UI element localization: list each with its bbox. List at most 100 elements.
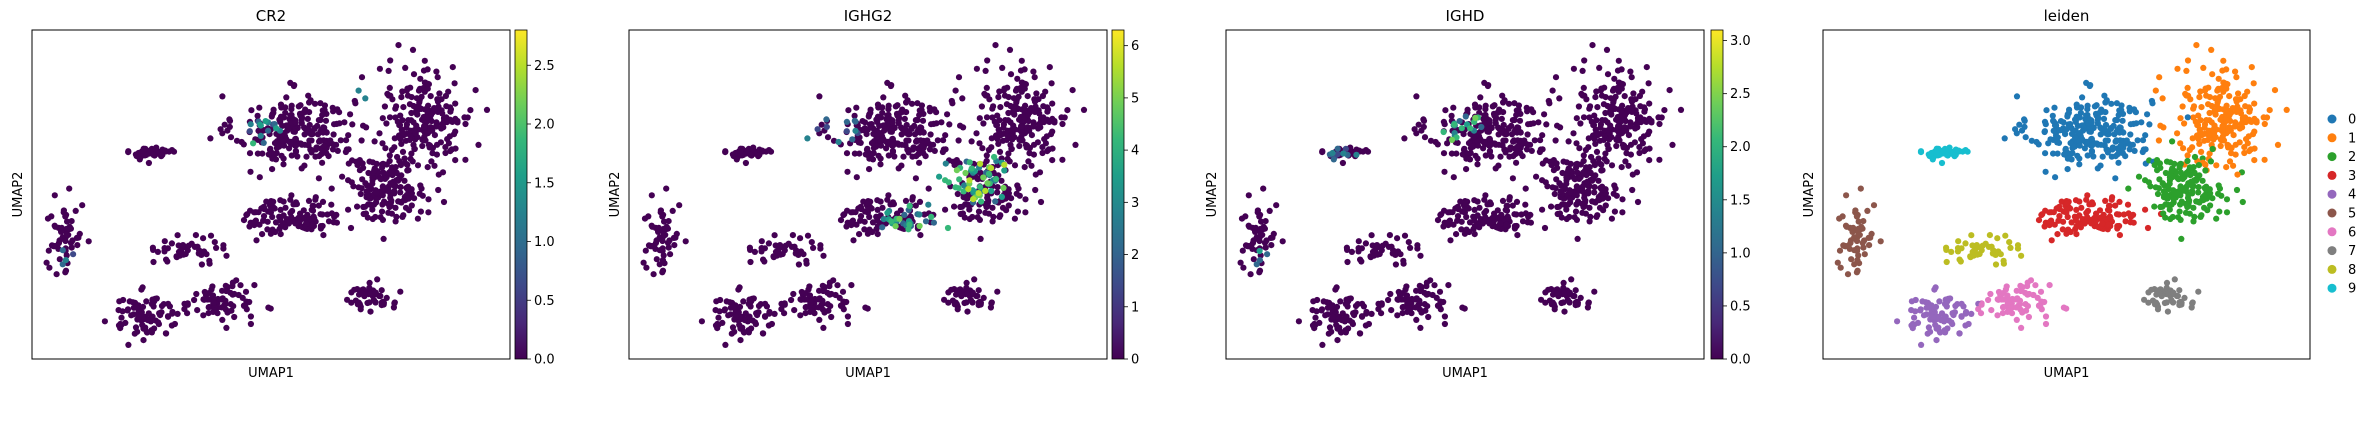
data-point bbox=[2056, 203, 2063, 210]
data-point bbox=[219, 316, 226, 323]
data-point bbox=[910, 144, 917, 151]
data-point bbox=[1570, 130, 1577, 137]
data-point bbox=[1954, 248, 1962, 255]
data-point bbox=[1557, 188, 1564, 195]
data-point bbox=[1423, 291, 1430, 298]
data-point bbox=[140, 148, 147, 155]
data-point bbox=[1955, 238, 1962, 245]
data-point bbox=[2177, 160, 2184, 167]
data-point bbox=[1630, 90, 1637, 97]
data-point bbox=[1463, 226, 1470, 233]
data-point bbox=[1925, 151, 1932, 158]
data-point bbox=[196, 247, 203, 254]
data-point bbox=[2025, 313, 2032, 321]
data-point bbox=[1623, 150, 1630, 157]
data-point bbox=[206, 260, 213, 267]
legend-label: 6 bbox=[2348, 225, 2356, 240]
data-point bbox=[1853, 213, 1860, 220]
data-point bbox=[452, 115, 459, 122]
data-point bbox=[983, 114, 991, 121]
data-point bbox=[1628, 108, 1635, 115]
data-point bbox=[66, 185, 73, 192]
data-point bbox=[211, 307, 218, 314]
legend-marker bbox=[2327, 264, 2337, 274]
data-point bbox=[1992, 261, 2000, 268]
data-point bbox=[1570, 65, 1577, 72]
data-point bbox=[1629, 171, 1636, 178]
data-point bbox=[1669, 141, 1676, 148]
data-point bbox=[895, 165, 902, 172]
data-point bbox=[1418, 127, 1425, 134]
data-point bbox=[682, 238, 689, 245]
data-point bbox=[977, 160, 984, 167]
data-point bbox=[1340, 150, 1347, 157]
data-point bbox=[733, 156, 740, 163]
data-point bbox=[376, 130, 383, 137]
data-point bbox=[2084, 214, 2091, 221]
data-point bbox=[1560, 279, 1567, 286]
data-point bbox=[2163, 284, 2170, 291]
data-point bbox=[2054, 150, 2061, 157]
data-point bbox=[1010, 110, 1018, 118]
data-point bbox=[1994, 312, 2001, 319]
data-point bbox=[1448, 112, 1455, 119]
data-point bbox=[1611, 182, 1618, 189]
data-point bbox=[1402, 286, 1409, 293]
data-point bbox=[2141, 296, 2148, 303]
data-point bbox=[1011, 134, 1018, 141]
data-point bbox=[2021, 117, 2028, 124]
data-point bbox=[1072, 141, 1079, 148]
data-point bbox=[1492, 120, 1499, 127]
data-point bbox=[1472, 152, 1479, 159]
data-point bbox=[374, 276, 381, 283]
data-point bbox=[1459, 304, 1466, 311]
data-point bbox=[2112, 202, 2119, 209]
data-point bbox=[330, 131, 337, 138]
data-point bbox=[1587, 170, 1594, 177]
data-point bbox=[1591, 184, 1598, 191]
data-point bbox=[648, 192, 655, 199]
data-point bbox=[902, 92, 909, 99]
data-point bbox=[158, 302, 166, 310]
legend-label: 8 bbox=[2348, 263, 2356, 278]
data-point bbox=[345, 206, 352, 213]
data-point bbox=[1471, 206, 1478, 213]
data-point bbox=[2190, 105, 2197, 112]
data-point bbox=[369, 180, 376, 187]
data-point bbox=[386, 114, 394, 121]
data-point bbox=[357, 306, 364, 313]
data-point bbox=[1605, 145, 1612, 153]
data-point bbox=[1329, 313, 1337, 320]
data-point bbox=[868, 121, 875, 128]
data-point bbox=[63, 231, 70, 238]
data-point bbox=[436, 90, 443, 97]
data-point bbox=[363, 188, 370, 195]
data-point bbox=[1986, 232, 1993, 239]
data-point bbox=[434, 98, 442, 105]
data-point bbox=[269, 226, 276, 233]
data-point bbox=[2160, 210, 2167, 217]
data-point bbox=[2103, 146, 2110, 153]
data-point bbox=[408, 150, 415, 157]
data-point bbox=[1256, 237, 1263, 245]
data-point bbox=[1625, 162, 1632, 169]
data-point bbox=[1567, 199, 1574, 206]
data-point bbox=[1584, 304, 1591, 311]
data-point bbox=[1559, 169, 1566, 177]
data-point bbox=[2170, 199, 2177, 206]
data-point bbox=[1531, 137, 1538, 144]
data-point bbox=[2051, 221, 2058, 228]
data-point bbox=[975, 287, 982, 294]
data-point bbox=[2154, 167, 2161, 174]
legend-label: 0 bbox=[2348, 113, 2356, 128]
data-point bbox=[1058, 114, 1065, 121]
data-point bbox=[1474, 142, 1482, 149]
data-point bbox=[731, 328, 738, 335]
data-point bbox=[1582, 210, 1589, 217]
data-point bbox=[2177, 115, 2184, 122]
data-point bbox=[53, 271, 60, 278]
data-point bbox=[836, 294, 843, 301]
data-point bbox=[1421, 134, 1429, 141]
data-point bbox=[901, 115, 908, 122]
data-point bbox=[1499, 92, 1506, 99]
